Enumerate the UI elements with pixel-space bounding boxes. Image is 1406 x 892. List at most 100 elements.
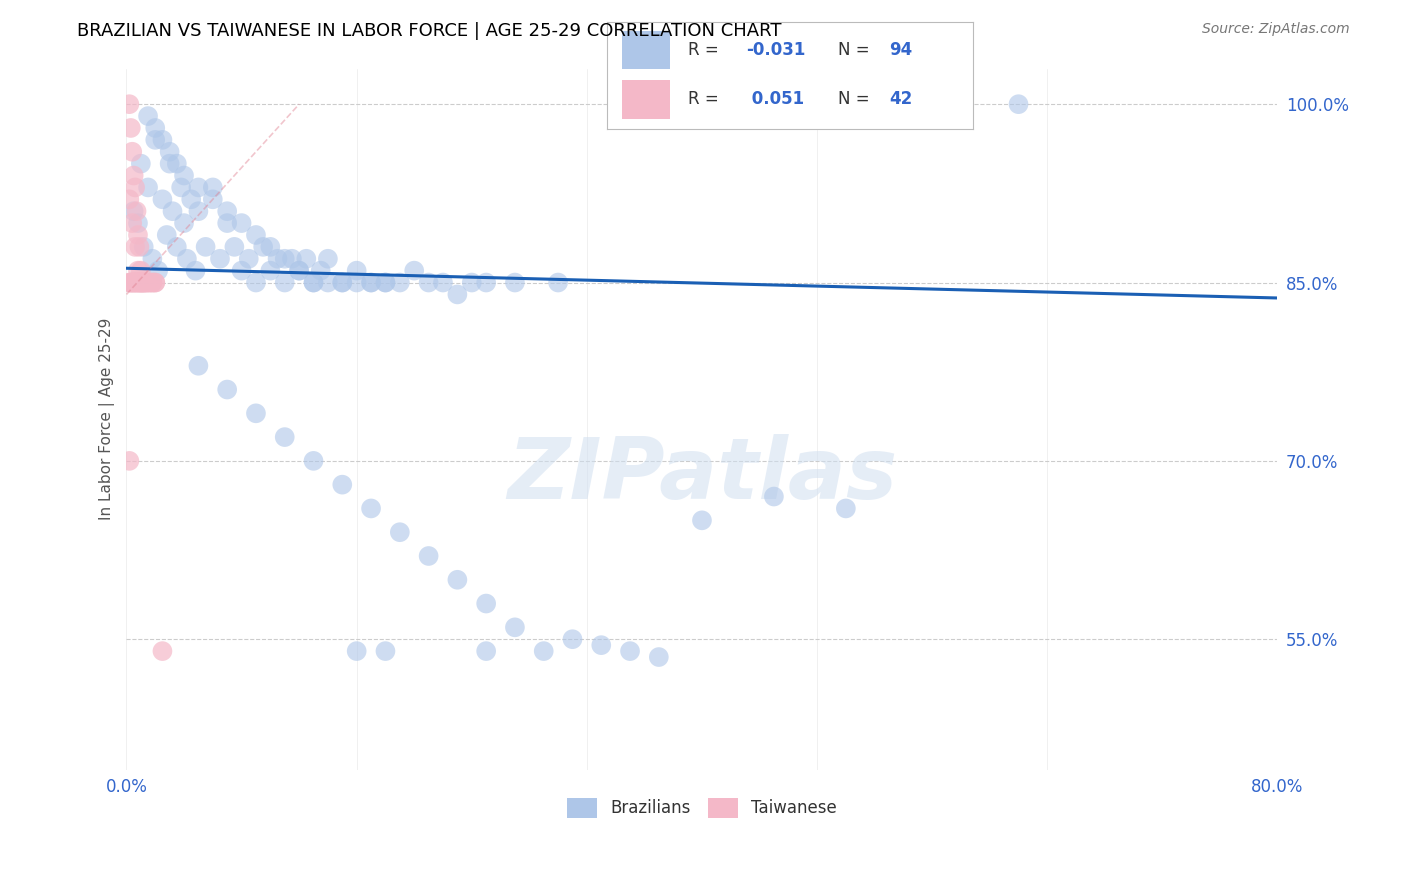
Point <box>302 454 325 468</box>
Text: ZIPatlas: ZIPatlas <box>506 434 897 516</box>
Point <box>125 276 148 290</box>
Point <box>136 180 159 194</box>
Point <box>127 263 149 277</box>
Point <box>288 263 311 277</box>
Point <box>143 276 166 290</box>
Point <box>281 252 304 266</box>
Point <box>475 644 498 658</box>
Point <box>591 638 613 652</box>
Point <box>309 263 332 277</box>
Point <box>360 501 382 516</box>
Y-axis label: In Labor Force | Age 25-29: In Labor Force | Age 25-29 <box>100 318 115 520</box>
Point <box>143 133 166 147</box>
Point <box>217 216 239 230</box>
Point <box>131 276 153 290</box>
Point <box>125 204 148 219</box>
Point <box>124 276 146 290</box>
Point <box>118 276 141 290</box>
Point <box>201 192 224 206</box>
Point <box>316 276 339 290</box>
Point <box>418 276 440 290</box>
Text: N =: N = <box>838 41 875 59</box>
Point <box>302 276 325 290</box>
Point <box>152 133 174 147</box>
Point <box>118 97 141 112</box>
Point <box>146 263 169 277</box>
Point <box>141 276 163 290</box>
Text: N =: N = <box>838 90 875 108</box>
Point <box>533 644 555 658</box>
Point <box>129 156 152 170</box>
Point <box>180 192 202 206</box>
Point <box>143 276 166 290</box>
Point <box>274 430 297 444</box>
Point <box>302 276 325 290</box>
Point <box>118 454 141 468</box>
Text: R =: R = <box>688 90 724 108</box>
Point <box>201 180 224 194</box>
Point <box>127 227 149 242</box>
Point <box>648 650 671 665</box>
Point <box>159 156 181 170</box>
Point <box>245 276 267 290</box>
Point <box>330 276 353 290</box>
Point <box>259 263 281 277</box>
Point <box>274 276 297 290</box>
Point <box>547 276 569 290</box>
Point <box>330 276 353 290</box>
Point <box>122 169 145 183</box>
Point <box>374 276 396 290</box>
Point <box>127 216 149 230</box>
Point <box>131 276 153 290</box>
Point <box>561 632 583 647</box>
Point <box>252 240 274 254</box>
Point <box>134 276 156 290</box>
Point <box>122 276 145 290</box>
Point <box>122 204 145 219</box>
Point <box>121 216 143 230</box>
Point <box>208 252 231 266</box>
Point <box>152 192 174 206</box>
Point <box>266 252 288 266</box>
Point <box>128 276 150 290</box>
Point <box>136 109 159 123</box>
Point <box>132 276 155 290</box>
Text: BRAZILIAN VS TAIWANESE IN LABOR FORCE | AGE 25-29 CORRELATION CHART: BRAZILIAN VS TAIWANESE IN LABOR FORCE | … <box>77 22 782 40</box>
Point <box>274 252 297 266</box>
Point <box>120 120 142 135</box>
Point <box>316 252 339 266</box>
Point <box>135 276 157 290</box>
Point <box>446 573 468 587</box>
Point <box>129 263 152 277</box>
Text: 42: 42 <box>889 90 912 108</box>
Point <box>461 276 484 290</box>
Point <box>187 180 209 194</box>
Point <box>135 276 157 290</box>
Point <box>346 276 368 290</box>
Point <box>176 252 198 266</box>
Point <box>619 644 641 658</box>
Point <box>138 276 160 290</box>
Legend: Brazilians, Taiwanese: Brazilians, Taiwanese <box>561 791 844 825</box>
Point <box>245 406 267 420</box>
Point <box>124 240 146 254</box>
Point <box>360 276 382 290</box>
Point <box>118 192 141 206</box>
Point <box>132 276 155 290</box>
Point <box>128 276 150 290</box>
Point <box>129 276 152 290</box>
Point <box>231 216 253 230</box>
Point <box>404 263 426 277</box>
Bar <box>621 80 669 119</box>
Point <box>360 276 382 290</box>
Point <box>217 383 239 397</box>
Point <box>388 525 411 540</box>
Text: 94: 94 <box>889 41 912 59</box>
Point <box>346 263 368 277</box>
Point <box>166 240 188 254</box>
Point <box>122 276 145 290</box>
Point <box>259 240 281 254</box>
Point <box>187 359 209 373</box>
Point <box>187 204 209 219</box>
Point <box>120 276 142 290</box>
